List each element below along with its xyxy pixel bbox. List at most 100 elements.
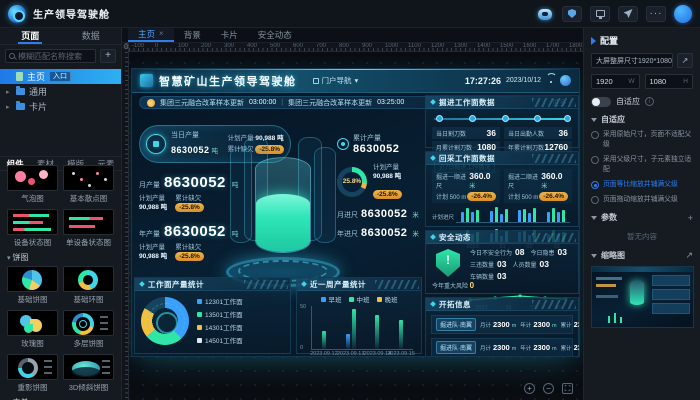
user-avatar[interactable] <box>674 4 692 23</box>
section-adapt[interactable]: 自适应 <box>591 114 693 125</box>
component-设备状态图[interactable]: 设备状态图 <box>7 209 58 248</box>
plugin-button[interactable] <box>562 5 582 22</box>
add-param-button[interactable]: + <box>687 212 693 223</box>
ellipsis-icon: ··· <box>649 7 663 19</box>
legend-item: 14301工作面 <box>197 322 243 332</box>
tree-item-主页[interactable]: 主页 入口 <box>0 69 121 84</box>
page-thumbnail-preview[interactable] <box>591 266 694 328</box>
card-开拓信息: 开拓信息掘进队·南翼月计2300m年计2300m累计2300m掘进队·南翼月计2… <box>425 297 579 356</box>
component-基础饼图[interactable]: 基础饼图 <box>7 266 58 305</box>
asset-tab-素材[interactable]: 素材 <box>36 159 54 169</box>
component-多层饼图[interactable]: 多层饼图 <box>63 310 114 349</box>
caret-icon[interactable]: ▸ <box>6 88 10 96</box>
dashboard-artboard[interactable]: 智慧矿山生产领导驾驶舱 门户导航 ▾ 17:27:26 2023/10/12 集团… <box>131 68 580 357</box>
ticker-item: 集团三元融合改革样本更新 <box>160 99 244 107</box>
zoom-out-icon[interactable]: − <box>543 383 554 394</box>
zoom-in-icon[interactable]: + <box>524 383 535 394</box>
tree-item-卡片[interactable]: ▸ 卡片 <box>6 101 48 112</box>
add-page-button[interactable]: + <box>100 49 116 63</box>
component-重影饼图[interactable]: 重影饼图 <box>7 354 58 393</box>
info-icon[interactable]: i <box>645 97 654 106</box>
tab-数据[interactable]: 数据 <box>81 31 100 41</box>
caret-icon[interactable]: ▸ <box>6 103 10 111</box>
section-thumbnail[interactable]: 缩略图 ↗ <box>591 250 693 261</box>
canvas-tab-主页[interactable]: 主页 × <box>128 28 174 42</box>
tank-fill-level <box>256 193 310 252</box>
storage-tank-3d <box>226 129 340 287</box>
search-input[interactable]: 模糊匹配名称搜索 <box>5 49 96 63</box>
canvas-tab-背景[interactable]: 背景 <box>183 30 201 40</box>
totals-column: 累计产量 8630052 25.8% 计划产量 90,988 吨 -25.8% 月… <box>337 135 419 239</box>
asset-tab-元素[interactable]: 元素 <box>97 159 115 169</box>
component-section-饼图[interactable]: ▾ 饼图 <box>7 253 29 262</box>
component-基本散点图[interactable]: 基本散点图 <box>63 165 114 204</box>
dashboard-logo-icon <box>140 74 153 87</box>
bar-legend: 早班 中班 晚班 <box>297 294 421 304</box>
production-icon <box>146 134 166 154</box>
config-header[interactable]: 配置 <box>591 34 693 47</box>
dashboard-date: 2023/10/12 <box>505 77 541 84</box>
more-button[interactable]: ··· <box>646 5 666 22</box>
caret-down-icon <box>591 117 597 122</box>
wifi-icon <box>546 77 555 84</box>
ruler-horizontal: -100 0 100 200 300 400 500 600 700 800 900 1000 1100… <box>129 43 583 52</box>
width-input[interactable]: 1920 W <box>591 74 640 89</box>
monitor-icon <box>595 10 605 19</box>
total-icon <box>337 138 349 150</box>
section-params[interactable]: 参数 + <box>591 212 693 223</box>
screen-size-select[interactable]: 大屏整屏尺寸1920*1080▾ <box>591 53 673 68</box>
portal-nav-link[interactable]: 门户导航 ▾ <box>312 75 358 86</box>
shadow-chart-thumbnail <box>7 354 58 380</box>
card-安全动态: 安全动态今日不安全行为08今日隐患03三违数量03人员数量03车辆数量03202… <box>425 230 579 311</box>
gap-badge: -25.8% <box>255 145 284 154</box>
assistant-robot-icon[interactable] <box>536 6 554 22</box>
adapt-toggle[interactable] <box>591 96 611 107</box>
component-玫瑰图[interactable]: 玫瑰图 <box>7 310 58 349</box>
tree-item-通用[interactable]: ▸ 通用 <box>6 86 48 97</box>
expand-icon[interactable]: ↗ <box>677 53 693 68</box>
scatter-chart-thumbnail <box>63 165 114 191</box>
canvas-area[interactable]: 主页 × 背景 卡片 安全动态 ⚙ -100 0 100 200 300 400 500 600 700… <box>122 28 583 400</box>
radio-icon <box>591 156 599 164</box>
tab-页面[interactable]: 页面 <box>0 28 61 44</box>
component-3D倾斜饼图[interactable]: 3D倾斜饼图 <box>63 354 114 393</box>
dashboard-avatar[interactable] <box>560 75 571 86</box>
caret-right-icon <box>591 36 596 45</box>
hbar2-chart-thumbnail <box>63 209 114 235</box>
ruler-settings-gear-icon[interactable]: ⚙ <box>122 44 130 51</box>
donut-chart-thumbnail <box>63 266 114 292</box>
component-单设备状态图[interactable]: 单设备状态图 <box>63 209 114 248</box>
preview-button[interactable] <box>590 5 610 22</box>
adapt-radio-option[interactable]: 采用父级尺寸，子元素独立适配 <box>591 155 693 175</box>
radio-icon <box>591 181 599 189</box>
component-气泡图[interactable]: 气泡图 <box>7 165 58 204</box>
today-production-card: 当日产量 8630052 吨 计划产量 90,988 吨 累计缺欠 -25.8% <box>139 125 291 163</box>
publish-button[interactable] <box>618 5 638 22</box>
page-tree: 主页 入口 ▸ 通用 ▸ 卡片 <box>0 67 121 116</box>
canvas-tab-卡片[interactable]: 卡片 <box>220 30 238 40</box>
component-基础环图[interactable]: 基础环图 <box>63 266 114 305</box>
adapt-radio-option[interactable]: 页面拖动缩放并铺满父级 <box>591 195 693 205</box>
asset-tab-模版[interactable]: 模版 <box>67 159 85 169</box>
card-回采工作面数据: 回采工作面数据 掘进一顺进尺 360.0 米计划 500 m -26.4% 掘进二顺进尺… <box>425 151 579 250</box>
ticker-item: 集团三元融合改革样本更新 <box>288 99 373 107</box>
dashboard-header: 智慧矿山生产领导驾驶舱 门户导航 ▾ 17:27:26 2023/10/12 <box>132 69 579 93</box>
radio-icon <box>591 196 599 204</box>
component-section-表单[interactable]: ▾表单 <box>7 397 115 400</box>
app-title: 生产领导驾驶舱 <box>33 10 110 21</box>
month-production-block: 月产量 8630052 吨 计划产量 90,988 吨 累计缺欠 -25.8% <box>139 174 239 212</box>
fit-screen-icon[interactable]: ⛶ <box>562 383 573 394</box>
canvas-tab-安全动态[interactable]: 安全动态 <box>257 30 292 40</box>
dashboard-clock: 17:27:26 <box>464 75 501 86</box>
send-icon <box>623 9 633 18</box>
adapt-radio-option[interactable]: 页面等比缩放并铺满父级 <box>591 180 693 190</box>
bar-group: 2023.09.12 <box>310 306 338 356</box>
close-tab-icon[interactable]: × <box>159 29 164 38</box>
adapt-radio-option[interactable]: 采用原始尺寸，页面不适配父级 <box>591 130 693 150</box>
folder-icon <box>16 86 25 95</box>
height-input[interactable]: 1080 H <box>644 74 693 89</box>
workface-output-card: 工作面产量统计 12301工作面 13501工作面 14301工作面 14501工作面 <box>134 277 291 354</box>
thumbnail-expand-icon[interactable]: ↗ <box>685 250 693 260</box>
bar-group: 2023.09.13 <box>337 306 364 356</box>
search-icon <box>9 53 15 59</box>
